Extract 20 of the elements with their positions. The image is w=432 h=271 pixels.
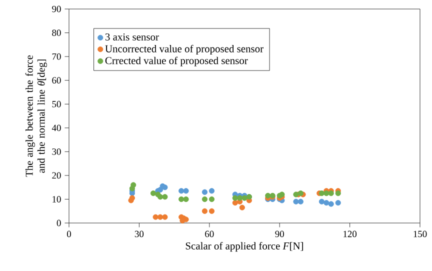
y-tick-label: 0 bbox=[56, 220, 61, 226]
legend-label: 3 axis sensor bbox=[105, 33, 159, 40]
y-tick-label: 60 bbox=[52, 77, 61, 84]
x-tick-label: 0 bbox=[66, 230, 72, 238]
y-tick-label: 10 bbox=[52, 196, 61, 202]
x-axis-title: Scalar of applied force F[N] bbox=[186, 242, 304, 252]
y-tick-label: 50 bbox=[52, 100, 61, 108]
y-tick-label: 40 bbox=[52, 124, 61, 132]
legend-label: Crrected value of proposed sensor bbox=[105, 56, 248, 66]
x-tick-label: 120 bbox=[344, 230, 357, 238]
y-tick-label: 80 bbox=[52, 30, 61, 36]
y-tick-label: 30 bbox=[52, 148, 61, 155]
y-tick-label: 20 bbox=[52, 172, 61, 179]
y-tick-label: 70 bbox=[52, 53, 61, 60]
x-tick-label: 150 bbox=[414, 230, 427, 238]
legend-label: Uncorrected value of proposed sensor bbox=[105, 44, 264, 54]
x-tick-label: 90 bbox=[275, 230, 284, 238]
y-tick-label: 90 bbox=[52, 6, 61, 12]
x-tick-label: 30 bbox=[134, 230, 144, 238]
x-tick-label: 60 bbox=[205, 230, 214, 238]
